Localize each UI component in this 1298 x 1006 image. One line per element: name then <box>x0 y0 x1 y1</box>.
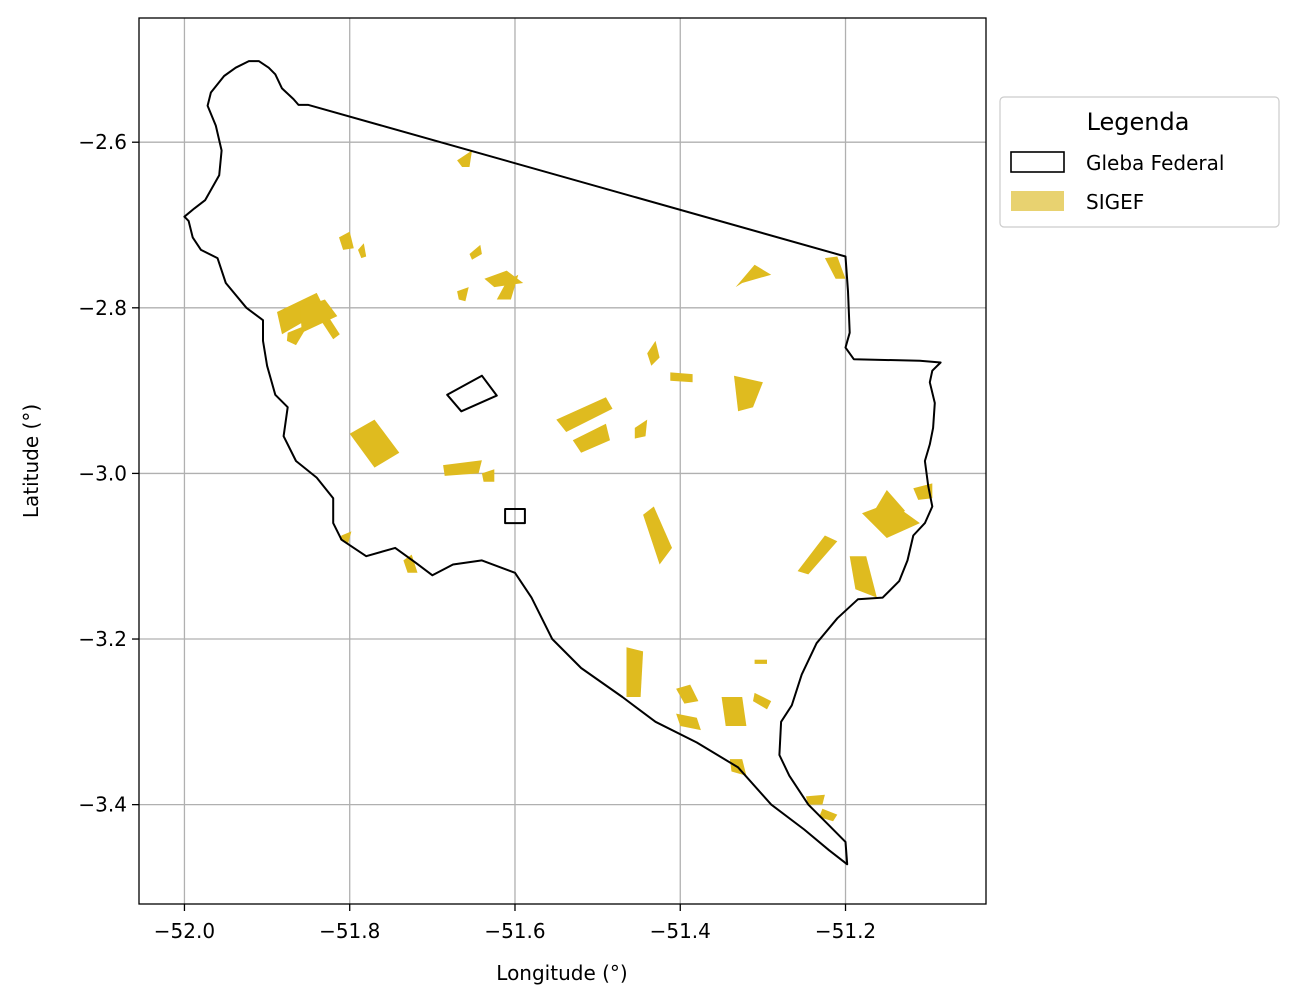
x-tick-label: −52.0 <box>154 919 215 943</box>
y-tick-label: −3.0 <box>78 461 127 485</box>
x-axis-label: Longitude (°) <box>496 961 627 985</box>
sigef-parcel <box>300 299 338 333</box>
sigef-parcel <box>634 419 648 439</box>
legend-swatch-gleba-federal <box>1010 151 1065 173</box>
x-tick-label: −51.6 <box>484 919 545 943</box>
y-tick-label: −3.2 <box>78 627 127 651</box>
sigef-parcel <box>862 502 920 538</box>
sigef-parcel <box>647 340 660 366</box>
gleba-federal-small-parcel-south <box>504 508 526 525</box>
sigef-parcel <box>824 256 846 279</box>
legend-title: Legenda <box>1087 108 1190 136</box>
y-tick-label: −2.8 <box>78 296 127 320</box>
x-tick-label: −51.2 <box>815 919 876 943</box>
sigef-parcel <box>572 423 610 453</box>
y-tick-label: −3.4 <box>78 793 127 817</box>
legend-swatch-sigef <box>1011 191 1064 211</box>
sigef-parcel <box>753 692 772 710</box>
sigef-parcel <box>358 243 367 259</box>
x-tick-label: −51.8 <box>319 919 380 943</box>
gleba-federal-small-parcel-north <box>446 374 498 413</box>
y-tick-label: −2.6 <box>78 130 127 154</box>
legend-label-gleba-federal: Gleba Federal <box>1086 151 1224 175</box>
sigef-parcel <box>676 684 699 704</box>
sigef-parcel <box>797 535 838 575</box>
sigef-parcel <box>676 713 701 731</box>
sigef-parcel <box>403 554 418 573</box>
sigef-parcel <box>849 556 877 598</box>
sigef-parcel <box>339 231 354 250</box>
sigef-parcel <box>819 808 838 822</box>
sigef-parcel <box>556 397 613 432</box>
gleba-federal-main-boundary <box>183 60 942 866</box>
plot-frame <box>138 17 987 905</box>
sigef-parcel <box>457 150 472 167</box>
ticks: −52.0 −51.8 −51.6 −51.4 −51.2 −2.6 −2.8 −3.0 −3.… <box>78 130 876 943</box>
sigef-parcel <box>443 460 482 476</box>
sigef-parcel <box>349 419 400 468</box>
sigef-parcel <box>481 469 495 482</box>
sigef-parcel <box>322 317 340 340</box>
sigef-parcel <box>735 264 772 288</box>
sigef-parcel <box>626 647 644 697</box>
x-tick-label: −51.4 <box>650 919 711 943</box>
sigef-parcel <box>286 324 309 346</box>
sigef-parcel <box>643 506 672 565</box>
legend-label-sigef: SIGEF <box>1086 190 1144 214</box>
legend-box <box>999 96 1280 228</box>
y-axis-label: Latitude (°) <box>19 404 43 518</box>
sigef-parcel <box>734 375 763 412</box>
sigef-parcel <box>721 697 747 726</box>
sigef-parcel <box>496 274 519 300</box>
sigef-parcel <box>484 270 524 288</box>
legend: Legenda Gleba Federal SIGEF <box>999 96 1280 228</box>
sigef-parcel <box>754 659 767 664</box>
sigef-parcel <box>805 794 825 805</box>
sigef-parcel <box>469 244 482 260</box>
sigef-parcel <box>457 287 469 302</box>
sigef-layer <box>277 150 933 822</box>
grid <box>139 18 986 904</box>
gleba-federal-layer <box>183 60 942 866</box>
sigef-parcel <box>670 372 693 383</box>
